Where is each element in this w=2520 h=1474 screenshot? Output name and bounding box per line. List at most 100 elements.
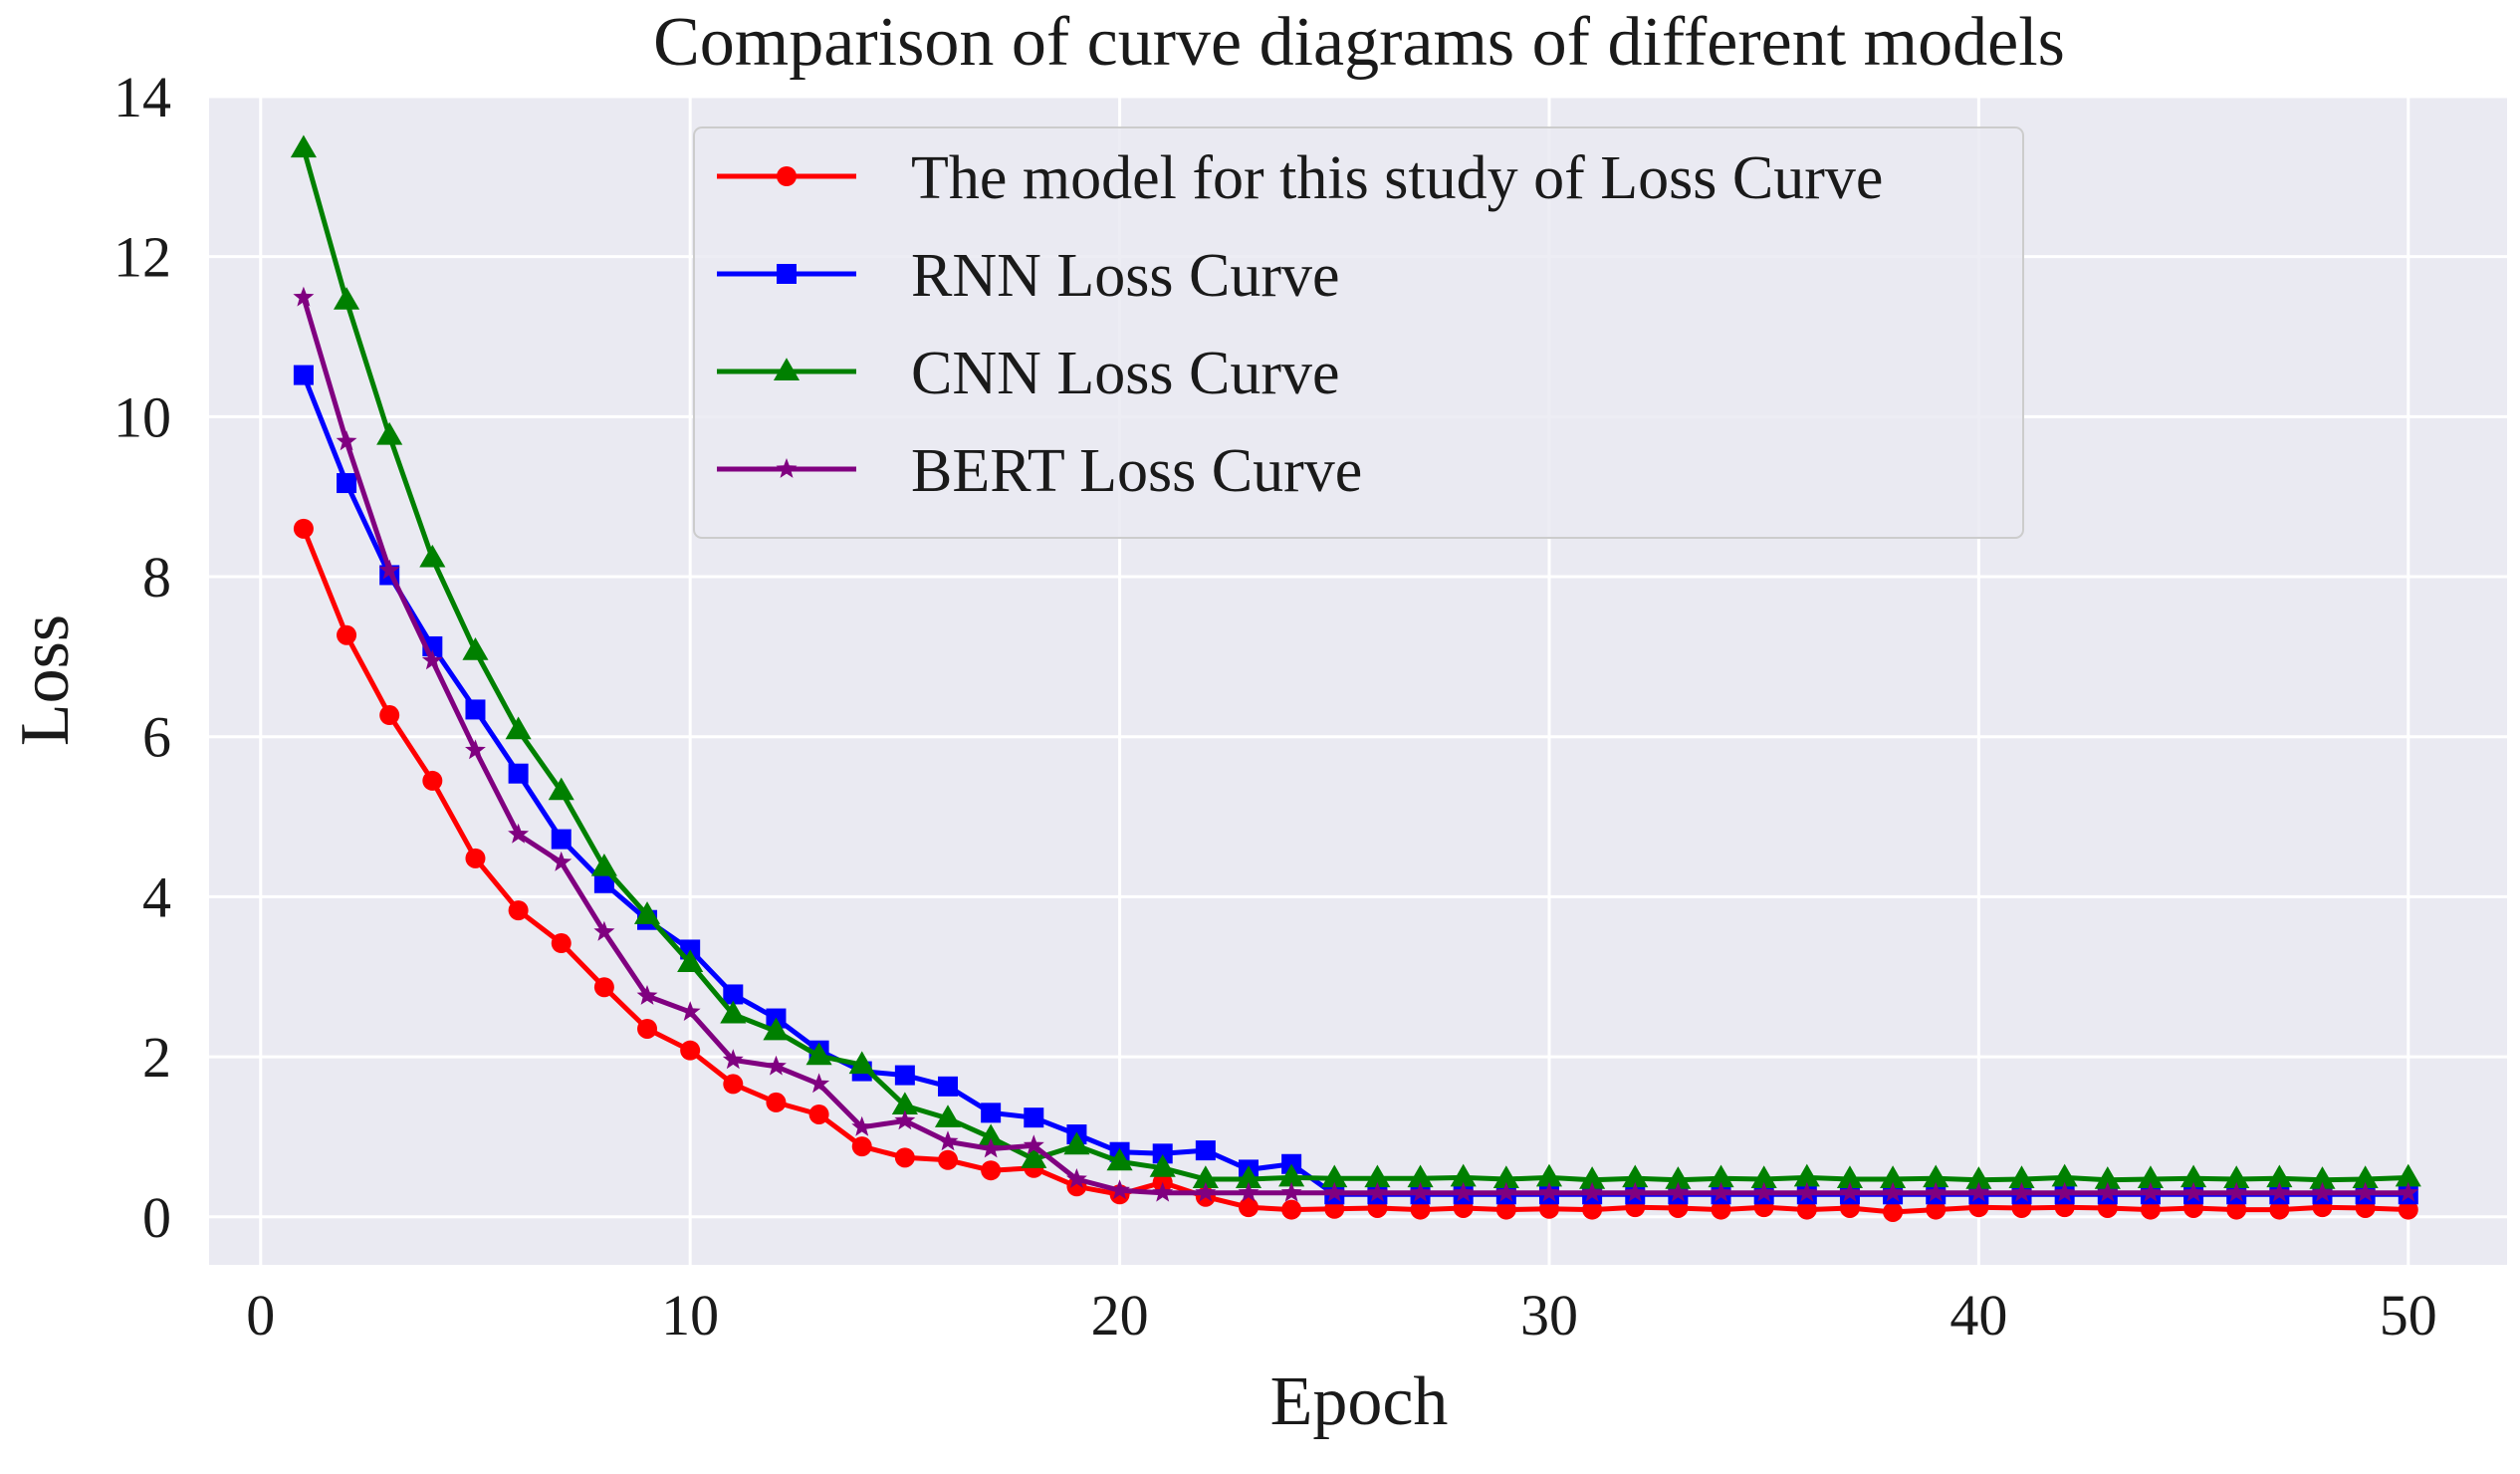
y-tick-label: 4 xyxy=(142,864,171,929)
data-point xyxy=(293,365,314,385)
data-point xyxy=(1453,1181,1475,1202)
data-point xyxy=(2398,1199,2418,1220)
data-point xyxy=(2182,1181,2204,1202)
data-point xyxy=(2097,1181,2119,1202)
x-tick-label: 30 xyxy=(1520,1283,1578,1348)
data-point xyxy=(1624,1181,1646,1202)
data-point xyxy=(1708,1164,1734,1188)
data-point xyxy=(465,848,486,868)
data-point xyxy=(337,624,357,645)
legend-swatch-marker xyxy=(773,358,801,380)
legend-label: CNN Loss Curve xyxy=(911,340,1340,407)
data-point xyxy=(1579,1166,1606,1189)
data-point xyxy=(333,287,360,310)
data-point xyxy=(2398,1181,2419,1202)
data-point xyxy=(1410,1181,1431,1202)
data-point xyxy=(1235,1165,1262,1188)
data-point xyxy=(808,1104,829,1124)
data-point xyxy=(1711,1199,1731,1220)
data-point xyxy=(2225,1181,2247,1202)
data-point xyxy=(465,739,486,760)
data-point xyxy=(680,1040,701,1061)
data-point xyxy=(1880,1165,1907,1188)
data-point xyxy=(1796,1181,1818,1202)
data-point xyxy=(551,851,573,871)
data-point xyxy=(722,1049,744,1070)
data-point xyxy=(293,518,314,539)
data-point xyxy=(419,544,446,568)
data-point xyxy=(1836,1165,1864,1188)
data-point xyxy=(1926,1199,1947,1220)
data-point xyxy=(2180,1164,2207,1188)
data-point xyxy=(805,1042,832,1066)
data-point xyxy=(2011,1181,2032,1202)
data-point xyxy=(2051,1163,2078,1187)
data-point xyxy=(848,1051,875,1075)
data-point xyxy=(1538,1181,1560,1202)
data-point xyxy=(2355,1181,2377,1202)
data-point xyxy=(1967,1181,1989,1202)
data-point xyxy=(421,649,443,670)
data-point xyxy=(2140,1181,2162,1202)
data-point xyxy=(290,134,317,158)
data-point xyxy=(938,1076,959,1097)
data-point xyxy=(1793,1163,1820,1187)
data-point xyxy=(851,1115,873,1136)
y-axis-label: Loss xyxy=(7,614,84,746)
data-point xyxy=(593,977,614,998)
data-point xyxy=(1582,1199,1603,1220)
data-point xyxy=(1024,1107,1044,1128)
data-point xyxy=(1495,1199,1516,1220)
data-point xyxy=(1063,1131,1090,1155)
data-point xyxy=(937,1130,959,1151)
data-point xyxy=(1323,1181,1345,1202)
y-tick-label: 2 xyxy=(142,1025,171,1090)
data-point xyxy=(337,473,357,494)
data-point xyxy=(677,949,704,973)
data-point xyxy=(1450,1163,1477,1187)
data-point xyxy=(851,1136,872,1157)
data-point xyxy=(465,699,486,720)
data-point xyxy=(1407,1164,1434,1188)
data-point xyxy=(2312,1181,2333,1202)
data-point xyxy=(2266,1164,2293,1188)
series-layer xyxy=(290,134,2421,1222)
data-point xyxy=(551,829,572,850)
data-point xyxy=(378,559,400,580)
data-point xyxy=(1152,1143,1173,1164)
data-point xyxy=(894,1065,915,1086)
series-3 xyxy=(290,134,2421,1189)
chart-title: Comparison of curve diagrams of differen… xyxy=(653,4,2065,81)
data-point xyxy=(1883,1201,1904,1222)
data-point xyxy=(1149,1154,1176,1177)
data-point xyxy=(1021,1145,1047,1168)
data-point xyxy=(1622,1164,1649,1188)
data-point xyxy=(1495,1181,1517,1202)
data-point xyxy=(2352,1165,2379,1188)
data-point xyxy=(1965,1166,1992,1189)
data-point xyxy=(637,1018,658,1039)
data-point xyxy=(508,763,529,784)
data-point xyxy=(2309,1166,2336,1189)
data-point xyxy=(376,421,403,445)
data-point xyxy=(1195,1181,1217,1202)
data-point xyxy=(1023,1134,1044,1155)
data-point xyxy=(1665,1166,1692,1189)
data-point xyxy=(1667,1181,1689,1202)
data-point xyxy=(938,1149,959,1170)
data-point xyxy=(720,1000,747,1024)
data-point xyxy=(1066,1168,1087,1188)
data-point xyxy=(508,823,530,844)
data-point xyxy=(1750,1165,1777,1188)
x-tick-label: 50 xyxy=(2380,1283,2437,1348)
series-line xyxy=(301,296,2408,1196)
data-point xyxy=(1278,1163,1305,1187)
data-point xyxy=(1192,1165,1219,1188)
data-point xyxy=(894,1147,915,1168)
data-point xyxy=(422,770,443,791)
data-point xyxy=(1925,1181,1947,1202)
data-point xyxy=(1238,1181,1260,1202)
data-point xyxy=(2137,1165,2164,1188)
data-point xyxy=(2054,1181,2076,1202)
